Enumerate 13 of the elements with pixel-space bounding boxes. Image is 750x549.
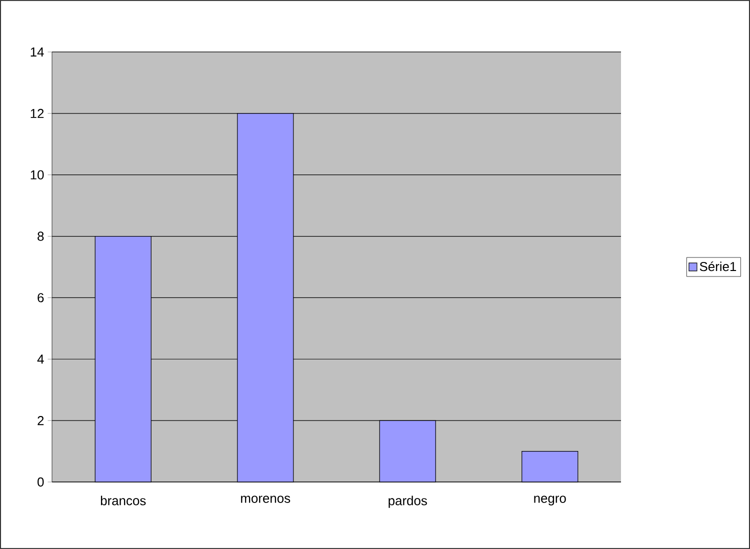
- x-tick-label: negro: [534, 496, 566, 506]
- y-tick-label: 2: [38, 416, 44, 426]
- y-tick-label: 10: [30, 170, 44, 180]
- y-tick-label: 12: [30, 108, 44, 118]
- y-tick-label: 8: [38, 232, 44, 241]
- y-tick-label: 6: [38, 293, 44, 302]
- y-tick-label: 14: [30, 48, 44, 56]
- x-tick-label: pardos: [388, 496, 427, 508]
- x-tick-label: morenos: [241, 496, 290, 503]
- y-tick-label: 0: [38, 477, 44, 487]
- x-tick-label: brancos: [100, 496, 146, 506]
- y-tick-label: 4: [37, 354, 44, 364]
- legend-label: Série1: [700, 261, 736, 272]
